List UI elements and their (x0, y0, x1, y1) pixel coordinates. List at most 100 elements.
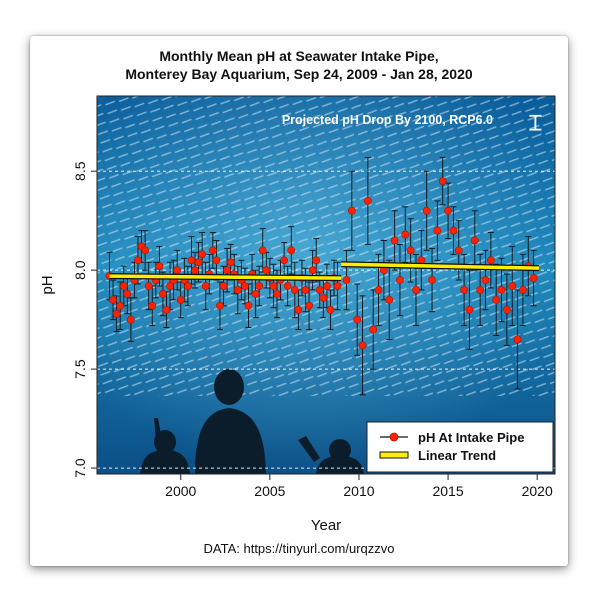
data-point-s0-38 (241, 282, 249, 290)
data-point-s0-22 (183, 282, 192, 290)
x-tick-label-3: 2015 (432, 483, 463, 499)
data-point-s0-42 (255, 282, 264, 290)
data-point-s0-24 (191, 266, 199, 275)
data-point-s1-23 (465, 305, 474, 314)
data-point-s1-2 (353, 315, 362, 324)
data-point-s0-14 (155, 262, 164, 271)
legend-trend-marker (379, 451, 409, 459)
data-point-s0-46 (269, 282, 278, 290)
data-point-s0-49 (280, 256, 289, 265)
data-point-s1-11 (401, 230, 410, 239)
data-point-s1-30 (502, 305, 511, 314)
data-point-s1-29 (497, 286, 506, 294)
data-point-s0-1 (109, 295, 117, 304)
x-tick-label-1: 2005 (254, 483, 285, 499)
y-tick-label-2: 8.0 (72, 260, 88, 280)
data-point-s0-2 (112, 309, 121, 318)
data-point-s0-64 (333, 282, 342, 290)
data-point-s0-10 (141, 246, 150, 255)
legend-label-trend: Linear Trend (418, 448, 496, 463)
data-point-s0-59 (315, 286, 324, 294)
data-point-s1-22 (460, 286, 469, 294)
data-point-s0-4 (119, 282, 128, 290)
legend-point-marker (389, 432, 399, 442)
y-tick-label-3: 8.5 (72, 161, 88, 181)
data-point-s0-47 (273, 290, 281, 298)
data-point-s0-12 (148, 301, 157, 310)
data-point-s0-20 (176, 295, 185, 304)
data-point-s0-29 (208, 246, 217, 255)
data-point-s1-28 (492, 295, 501, 304)
data-source-caption: DATA: https://tinyurl.com/urqzzvo (203, 541, 395, 556)
spectator-silhouettes (140, 369, 364, 474)
grid-lines (97, 170, 555, 469)
data-point-s0-17 (166, 282, 174, 290)
data-point-s0-26 (198, 250, 207, 259)
x-tick-label-4: 2020 (522, 483, 553, 499)
data-point-s1-15 (422, 206, 431, 215)
data-point-s0-33 (223, 266, 231, 275)
data-point-s1-0 (342, 276, 351, 284)
chart-svg: Projected pH Drop By 2100, RCP6.0 2000 20… (39, 95, 556, 534)
data-point-s0-44 (262, 266, 271, 275)
data-point-s1-9 (390, 236, 399, 245)
data-point-s1-32 (513, 335, 522, 344)
chart-title-line-1: Monthly Mean pH at Seawater Intake Pipe, (159, 48, 439, 64)
y-axis: 7.0 7.5 8.0 8.5 (72, 161, 97, 478)
projection-bar (529, 114, 542, 131)
data-point-s0-23 (187, 256, 196, 265)
x-axis-label: Year (311, 517, 341, 534)
data-point-s0-34 (226, 258, 235, 267)
data-point-s1-35 (529, 274, 538, 282)
data-point-s1-27 (486, 256, 495, 265)
data-point-s0-16 (162, 305, 171, 314)
data-point-s0-55 (301, 286, 310, 294)
data-point-s1-4 (363, 196, 372, 205)
trend-line-0 (109, 274, 342, 280)
data-point-s0-27 (201, 282, 210, 290)
data-point-s0-30 (212, 256, 221, 265)
data-point-s1-20 (449, 226, 458, 235)
projection-annotation: Projected pH Drop By 2100, RCP6.0 (282, 113, 493, 127)
data-point-s1-24 (470, 236, 479, 245)
data-point-s1-25 (476, 286, 485, 294)
data-point-s0-15 (159, 290, 167, 298)
legend-box (366, 421, 554, 473)
x-tick-label-2: 2010 (343, 483, 374, 499)
data-point-s0-53 (294, 305, 303, 314)
data-point-s0-51 (287, 246, 296, 255)
data-point-s1-12 (406, 246, 415, 255)
data-point-s0-25 (194, 258, 203, 267)
data-point-s1-26 (481, 276, 490, 284)
chart-title-line-2: Monterey Bay Aquarium, Sep 24, 2009 - Ja… (125, 66, 473, 82)
data-point-s1-18 (438, 177, 447, 185)
data-point-s1-21 (454, 246, 463, 255)
data-point-s0-8 (134, 256, 142, 265)
legend: pH At Intake Pipe Linear Trend (366, 421, 554, 473)
x-axis: 2000 2005 2010 2015 2020 (165, 474, 553, 499)
trend-line-1 (341, 262, 539, 270)
data-point-s0-43 (258, 246, 267, 255)
plot-frame (96, 95, 556, 475)
trend-lines (109, 261, 540, 282)
y-axis-label: pH (39, 275, 56, 294)
data-point-s1-1 (347, 206, 356, 215)
data-point-s1-31 (508, 282, 517, 290)
data-point-s1-8 (385, 295, 394, 304)
chart-card: Monthly Mean pH at Seawater Intake Pipe,… (30, 36, 568, 566)
x-tick-label-0: 2000 (165, 483, 196, 499)
data-point-s0-52 (290, 286, 299, 294)
data-point-s0-31 (216, 301, 224, 310)
data-point-s0-61 (322, 282, 331, 290)
data-point-s0-50 (283, 282, 292, 290)
data-point-s0-36 (233, 286, 242, 294)
data-point-s0-57 (308, 266, 317, 275)
data-point-s1-10 (396, 276, 404, 284)
data-point-s0-39 (244, 301, 253, 310)
data-point-s0-11 (144, 282, 153, 290)
data-point-s0-60 (319, 293, 328, 302)
data-point-s1-17 (433, 226, 442, 235)
data-points (105, 177, 538, 350)
plot-background (97, 96, 555, 474)
data-point-s0-41 (251, 290, 260, 298)
